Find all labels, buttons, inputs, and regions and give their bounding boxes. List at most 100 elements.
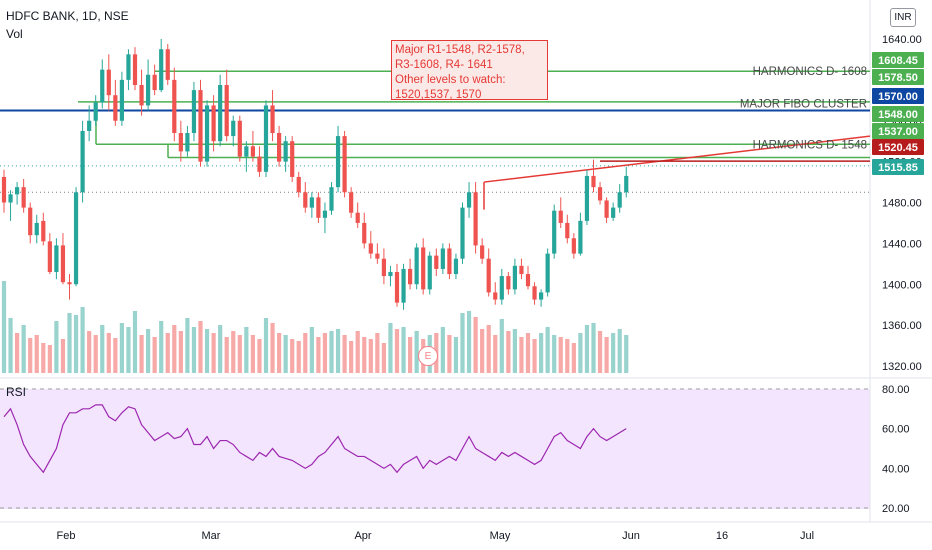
volume-bar <box>362 337 367 373</box>
volume-bar <box>408 337 413 373</box>
volume-bar <box>394 329 400 373</box>
volume-bar <box>60 339 66 373</box>
candle-body <box>21 187 26 208</box>
candle-body <box>329 187 334 211</box>
volume-bar <box>512 329 517 373</box>
price-label-text: 1548.00 <box>878 109 918 121</box>
rsi-tick-label: 60.00 <box>882 424 910 436</box>
candle-body <box>126 54 131 80</box>
volume-bar <box>152 337 157 373</box>
volume-bar <box>132 311 138 373</box>
price-label-text: 1570.00 <box>878 91 918 103</box>
volume-bar <box>604 337 609 373</box>
level-label: HARMONICS D- 1548 <box>753 139 867 151</box>
candle-body <box>54 245 59 272</box>
price-label-box <box>872 106 924 122</box>
candle-body <box>41 220 46 242</box>
candle-body <box>552 210 557 254</box>
candle-body <box>198 90 203 162</box>
candle-body <box>185 133 190 152</box>
candle-body <box>604 200 609 218</box>
candle-body <box>87 120 92 131</box>
volume-bar <box>28 338 33 373</box>
candle-body <box>322 210 328 218</box>
volume-bar <box>224 337 229 373</box>
volume-bar <box>67 313 72 373</box>
earnings-icon[interactable]: E <box>418 346 438 366</box>
candle-body <box>80 130 85 193</box>
candle-body <box>165 49 170 80</box>
volume-bar <box>296 341 301 373</box>
candle-body <box>499 276 504 300</box>
candle-body <box>532 286 537 300</box>
candle-body <box>231 120 236 137</box>
volume-bar <box>277 333 282 373</box>
candle-body <box>597 187 603 201</box>
volume-bar <box>381 343 386 373</box>
candle-body <box>159 49 164 91</box>
volume-bar <box>185 318 190 373</box>
annotation-line: Other levels to watch: <box>395 74 506 86</box>
volume-bar <box>34 335 39 373</box>
volume-bar <box>486 325 491 373</box>
volume-bar <box>283 335 288 373</box>
candle-body <box>60 245 66 283</box>
volume-bar <box>100 325 105 373</box>
candle-body <box>525 274 531 287</box>
volume-bar <box>565 339 570 373</box>
candle-body <box>401 268 406 303</box>
candle-body <box>93 102 98 121</box>
volume-bar <box>480 329 485 373</box>
rsi-background <box>0 389 870 509</box>
volume-bar <box>204 329 210 373</box>
candle-body <box>211 105 216 142</box>
volume-bar <box>597 331 603 373</box>
rsi-tick-label: 40.00 <box>882 463 910 475</box>
currency-button[interactable]: INR <box>890 8 916 27</box>
annotation-note[interactable]: Major R1-1548, R2-1578, R3-1608, R4- 164… <box>391 40 548 101</box>
candle-body <box>578 220 583 254</box>
candle-body <box>139 84 144 106</box>
candle-body <box>453 258 459 275</box>
candle-body <box>611 207 616 218</box>
volume-bar <box>41 343 46 373</box>
time-tick-label: May <box>490 530 511 542</box>
candle-body <box>119 79 124 121</box>
volume-bar <box>257 339 262 373</box>
candle-body <box>290 141 295 177</box>
volume-bar <box>355 331 360 373</box>
volume-bar <box>532 339 537 373</box>
volume-bar <box>591 323 596 373</box>
candle-body <box>47 241 52 272</box>
candle-body <box>270 105 275 134</box>
candle-body <box>67 282 72 285</box>
candle-body <box>263 105 269 172</box>
volume-bar <box>368 339 373 373</box>
candle-body <box>493 292 498 300</box>
candle-body <box>375 253 380 259</box>
volume-bar <box>447 335 452 373</box>
volume-bar <box>329 331 334 373</box>
volume-bar <box>172 325 177 373</box>
candle-body <box>296 176 301 193</box>
price-label-box <box>872 123 924 139</box>
volume-bar <box>578 333 583 373</box>
volume-bar <box>191 327 197 373</box>
candle-body <box>146 74 151 106</box>
candle-body <box>342 136 347 193</box>
candle-body <box>558 210 563 223</box>
price-label-box <box>872 159 924 175</box>
candle-body <box>486 258 491 293</box>
volume-bar <box>401 327 406 373</box>
candle-body <box>224 84 229 137</box>
candle-body <box>414 247 419 285</box>
price-label-text: 1578.50 <box>878 72 918 84</box>
volume-bar <box>263 318 269 373</box>
volume-bar <box>624 335 629 373</box>
candle-body <box>421 247 426 290</box>
rsi-line <box>3 404 627 474</box>
volume-bar <box>303 333 308 373</box>
volume-bar <box>335 329 341 373</box>
volume-bar <box>113 338 118 373</box>
